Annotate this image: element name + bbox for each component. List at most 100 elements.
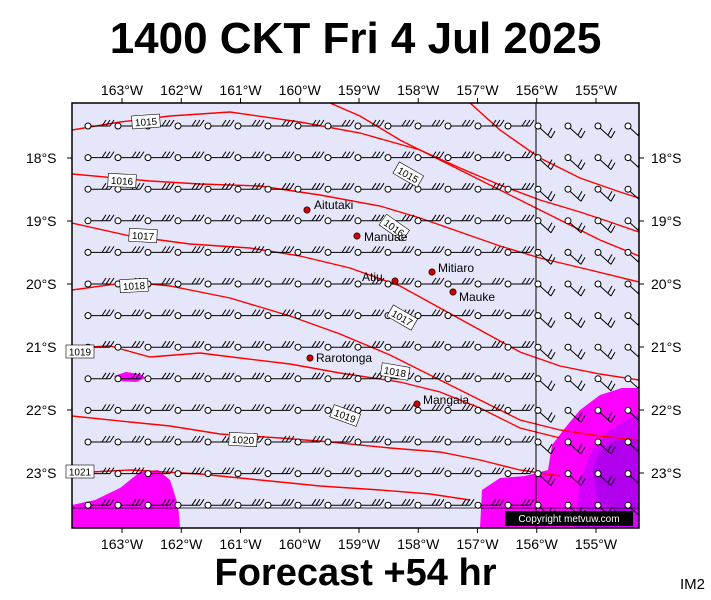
wind-barb [474,498,505,509]
wind-barb [474,246,505,256]
wind-barb [414,119,445,130]
wind-barb [354,498,385,509]
lat-tick-right: 21°S [651,339,682,355]
island-marker: Mangaia [413,393,469,408]
wind-barb [174,277,205,288]
wind-barb [384,277,415,288]
wind-barb [264,182,295,193]
wind-barb [174,435,205,446]
wind-barb [414,246,445,256]
wind-barb [294,404,325,414]
isobar-label: 1016 [107,172,137,188]
wind-barb [144,246,175,256]
wind-barb [504,498,535,509]
wind-barb [504,467,535,478]
lon-tick-top: 156°W [516,82,559,98]
wind-barb [564,343,586,360]
svg-text:1021: 1021 [69,468,92,479]
wind-barbs [84,119,639,518]
wind-barb [354,119,385,130]
wind-barb [474,309,505,320]
wind-barb [384,467,415,478]
wind-barb [114,246,145,256]
wind-barb [174,246,205,256]
lat-tick-right: 20°S [651,276,682,292]
wind-barb [234,404,265,414]
wind-barb [564,217,586,234]
copyright-box [505,511,633,526]
wind-barb [414,467,445,478]
lat-tick-right: 22°S [651,402,682,418]
wind-barb [474,151,505,162]
wind-barb [324,182,355,193]
wind-barb [144,182,175,193]
copyright-text: Copyright metvuw.com [518,514,619,525]
wind-barb [174,372,205,383]
wind-barb [204,277,235,288]
wind-barb [624,438,639,453]
wind-barb [264,372,295,383]
svg-text:1019: 1019 [69,348,92,359]
svg-text:Atiu: Atiu [362,270,383,284]
wind-barb [624,343,639,359]
wind-barb [474,435,505,446]
wind-barb [174,119,205,130]
wind-barb [534,312,556,328]
wind-barb [594,375,616,392]
wind-barb [414,309,445,320]
island-marker: Mitiaro [428,261,474,276]
wind-barb [324,340,355,351]
lon-tick-bottom: 155°W [575,536,618,552]
wind-barb [354,404,385,414]
wind-barb [594,470,616,486]
wind-barb [624,185,639,201]
wind-barb [504,151,535,162]
lon-tick-bottom: 162°W [160,536,203,552]
wind-barb [294,151,325,162]
wind-barb [594,406,616,423]
wind-barb [534,122,556,139]
wind-barb [324,151,355,162]
wind-barb [564,185,586,202]
longitude-ticks: 163°W 163°W 162°W 162°W 161°W 161°W 160°W 160°W… [101,82,618,552]
wind-barb [564,406,586,423]
wind-barb [414,151,445,162]
wind-barb [564,122,586,139]
island-marker: Rarotonga [306,351,372,365]
wind-barb [264,435,295,446]
wind-barb [534,280,556,297]
wind-barb [114,498,145,509]
wind-barb [174,340,205,351]
lon-tick-bottom: 163°W [101,536,144,552]
wind-barb [204,119,235,130]
wind-barb [444,246,475,256]
wind-barb [324,435,355,446]
lat-tick-left: 22°S [26,402,57,418]
svg-text:Rarotonga: Rarotonga [316,351,372,365]
wind-barb [204,214,235,225]
wind-barb [234,246,265,256]
lon-tick-top: 163°W [101,82,144,98]
wind-barb [294,309,325,320]
lat-tick-left: 21°S [26,339,57,355]
lat-tick-left: 20°S [26,276,57,292]
svg-text:1015: 1015 [135,117,158,130]
image-code: IM2 [679,576,705,593]
wind-barb [594,248,616,265]
lon-tick-bottom: 159°W [338,536,381,552]
wind-barb [324,246,355,256]
wind-barb [354,467,385,478]
wind-barb [174,182,205,193]
wind-barb [264,498,295,509]
wind-barb [504,182,535,193]
svg-text:1016: 1016 [111,176,134,188]
wind-barb [84,119,115,130]
wind-barb [504,372,535,383]
wind-barb [294,214,325,225]
lon-tick-bottom: 157°W [456,536,499,552]
wind-barb [294,182,325,193]
wind-barb [594,343,616,360]
wind-barb [414,404,445,414]
wind-barb [234,277,265,288]
wind-barb [234,340,265,351]
